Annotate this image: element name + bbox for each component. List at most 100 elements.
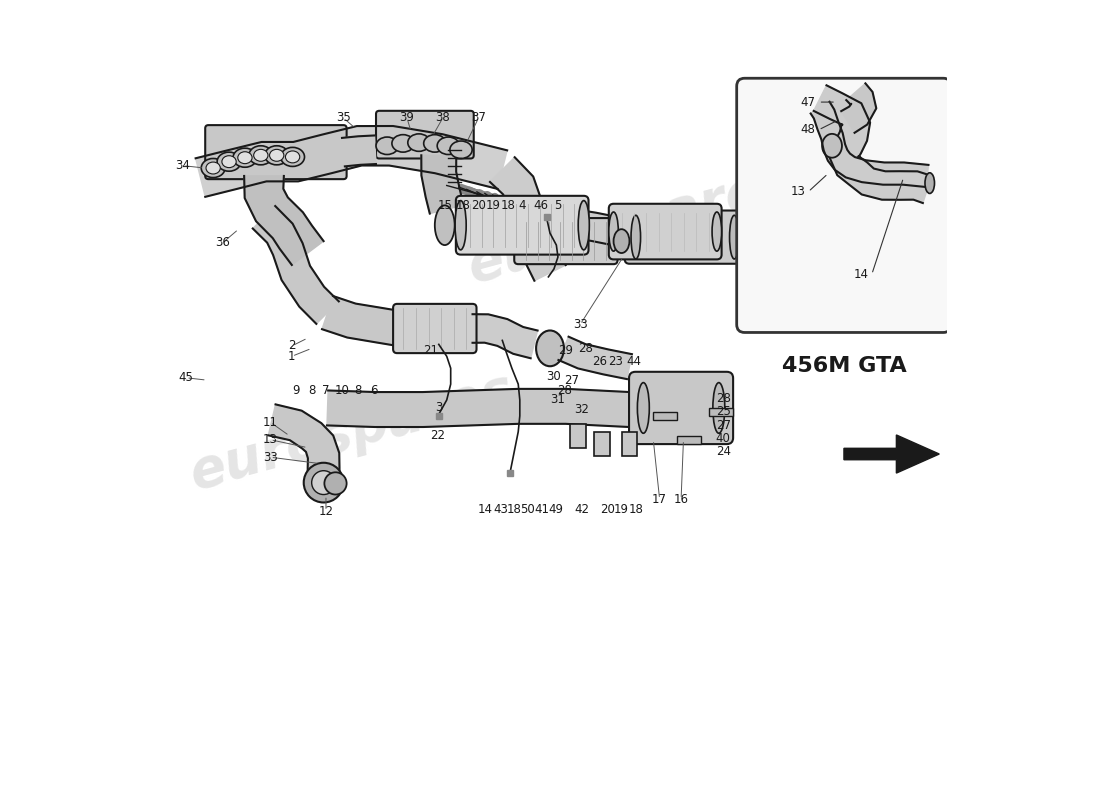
Text: 49: 49 [549, 503, 564, 516]
Text: 50: 50 [520, 503, 535, 516]
Polygon shape [582, 211, 620, 246]
Text: 46: 46 [534, 199, 548, 212]
Polygon shape [490, 158, 565, 281]
Polygon shape [844, 435, 939, 473]
Ellipse shape [536, 330, 564, 366]
Text: 42: 42 [574, 503, 590, 516]
Text: 456M GTA: 456M GTA [782, 356, 906, 376]
Ellipse shape [437, 137, 460, 154]
Bar [708, 408, 733, 416]
Text: 14: 14 [854, 268, 869, 281]
Text: 35: 35 [337, 111, 351, 125]
Text: 30: 30 [547, 370, 561, 382]
Text: 13: 13 [791, 186, 805, 198]
Ellipse shape [286, 151, 299, 163]
FancyBboxPatch shape [206, 125, 346, 179]
FancyBboxPatch shape [515, 218, 617, 264]
Text: 19: 19 [614, 503, 629, 516]
Bar [594, 432, 609, 456]
Ellipse shape [925, 173, 935, 194]
Polygon shape [473, 314, 538, 358]
Text: 15: 15 [438, 199, 452, 212]
Polygon shape [421, 155, 464, 214]
Text: 37: 37 [471, 111, 486, 125]
Ellipse shape [712, 212, 722, 251]
Text: 8: 8 [308, 384, 316, 397]
Text: 5: 5 [554, 199, 562, 212]
Text: 8: 8 [354, 384, 362, 397]
Text: 33: 33 [263, 450, 277, 464]
Text: 23: 23 [607, 355, 623, 368]
Text: 34: 34 [176, 159, 190, 172]
Text: 41: 41 [535, 503, 550, 516]
Polygon shape [268, 404, 340, 479]
Text: 48: 48 [801, 123, 815, 136]
Circle shape [311, 470, 336, 494]
Ellipse shape [270, 150, 284, 162]
Text: 4: 4 [518, 199, 526, 212]
Text: 21: 21 [424, 344, 438, 358]
Text: 10: 10 [334, 384, 350, 397]
Text: 45: 45 [178, 371, 194, 384]
Polygon shape [322, 296, 401, 346]
Ellipse shape [254, 150, 268, 162]
Text: 3: 3 [436, 402, 442, 414]
Text: 18: 18 [628, 503, 643, 516]
Text: 17: 17 [652, 493, 667, 506]
Ellipse shape [729, 215, 739, 259]
Ellipse shape [201, 158, 225, 178]
Text: 13: 13 [263, 434, 278, 446]
FancyBboxPatch shape [608, 204, 722, 259]
Text: eurospares: eurospares [184, 363, 519, 500]
Ellipse shape [579, 201, 590, 250]
Ellipse shape [324, 472, 346, 494]
Bar [653, 412, 678, 420]
Text: 9: 9 [292, 384, 299, 397]
Ellipse shape [392, 134, 415, 152]
FancyBboxPatch shape [455, 196, 588, 254]
Ellipse shape [455, 201, 466, 250]
FancyBboxPatch shape [376, 111, 474, 158]
Ellipse shape [222, 156, 236, 168]
Text: 38: 38 [436, 111, 450, 125]
Ellipse shape [450, 141, 472, 158]
Polygon shape [244, 176, 323, 265]
Ellipse shape [408, 134, 430, 151]
Ellipse shape [631, 215, 640, 259]
Ellipse shape [608, 212, 618, 251]
Bar [570, 424, 586, 448]
FancyBboxPatch shape [625, 210, 746, 264]
Polygon shape [342, 135, 376, 166]
Text: 12: 12 [319, 505, 333, 518]
Text: 11: 11 [263, 416, 278, 429]
Text: 27: 27 [716, 419, 730, 432]
Text: 39: 39 [399, 111, 415, 125]
Ellipse shape [637, 382, 649, 434]
Text: 20: 20 [600, 503, 615, 516]
FancyBboxPatch shape [393, 304, 476, 353]
Ellipse shape [238, 152, 252, 164]
Text: 20: 20 [471, 199, 486, 212]
Text: 18: 18 [500, 199, 515, 212]
Text: 6: 6 [370, 384, 377, 397]
Text: 22: 22 [430, 430, 444, 442]
Text: 44: 44 [626, 355, 641, 368]
Ellipse shape [434, 206, 454, 245]
Text: 33: 33 [573, 318, 587, 331]
Text: 1: 1 [288, 350, 296, 363]
Bar [678, 436, 701, 444]
Polygon shape [196, 126, 507, 197]
Text: 29: 29 [559, 344, 573, 358]
Text: 47: 47 [801, 95, 816, 109]
Ellipse shape [233, 148, 257, 167]
FancyBboxPatch shape [629, 372, 733, 444]
Text: 28: 28 [716, 392, 730, 405]
Text: 28: 28 [557, 384, 572, 397]
Ellipse shape [217, 152, 241, 171]
Polygon shape [842, 83, 877, 133]
Text: 18: 18 [507, 503, 521, 516]
Text: 2: 2 [288, 339, 296, 353]
Bar [621, 432, 637, 456]
FancyBboxPatch shape [737, 78, 952, 333]
Polygon shape [814, 86, 932, 203]
